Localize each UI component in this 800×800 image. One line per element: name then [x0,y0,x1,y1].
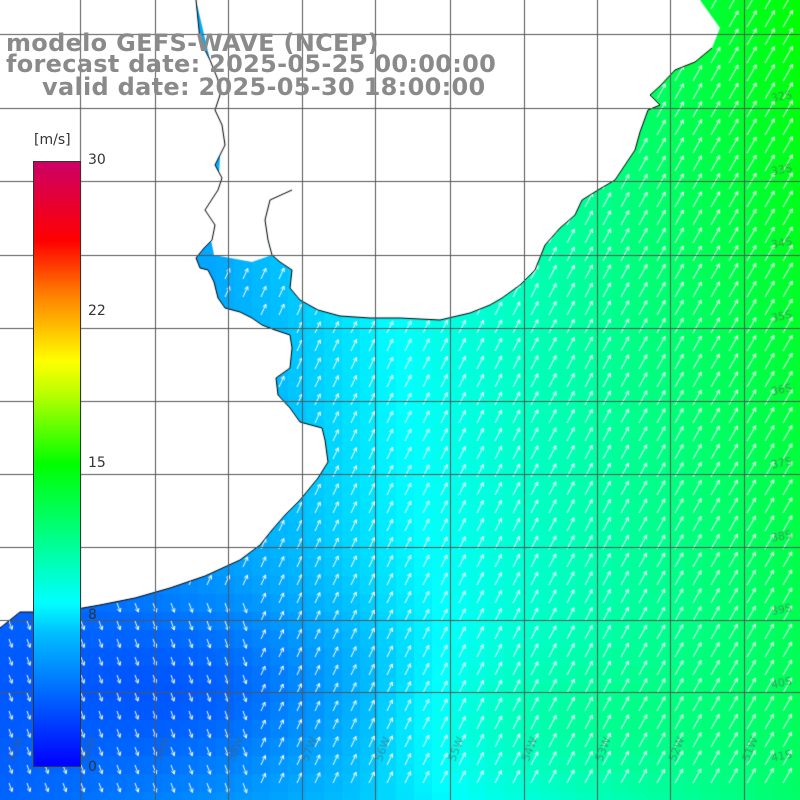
colorbar [33,161,81,767]
colorbar-tick-15: 15 [88,455,106,471]
colorbar-tick-22: 22 [88,303,106,319]
valid-date: valid date: 2025-05-30 18:00:00 [42,73,486,101]
forecast-date: forecast date: 2025-05-25 00:00:00 [6,50,497,78]
model-title: modelo GEFS-WAVE (NCEP) [6,29,379,57]
colorbar-unit-label: [m/s] [34,132,71,148]
colorbar-tick-8: 8 [88,607,97,623]
colorbar-tick-30: 30 [88,152,106,168]
colorbar-tick-0: 0 [88,759,97,775]
